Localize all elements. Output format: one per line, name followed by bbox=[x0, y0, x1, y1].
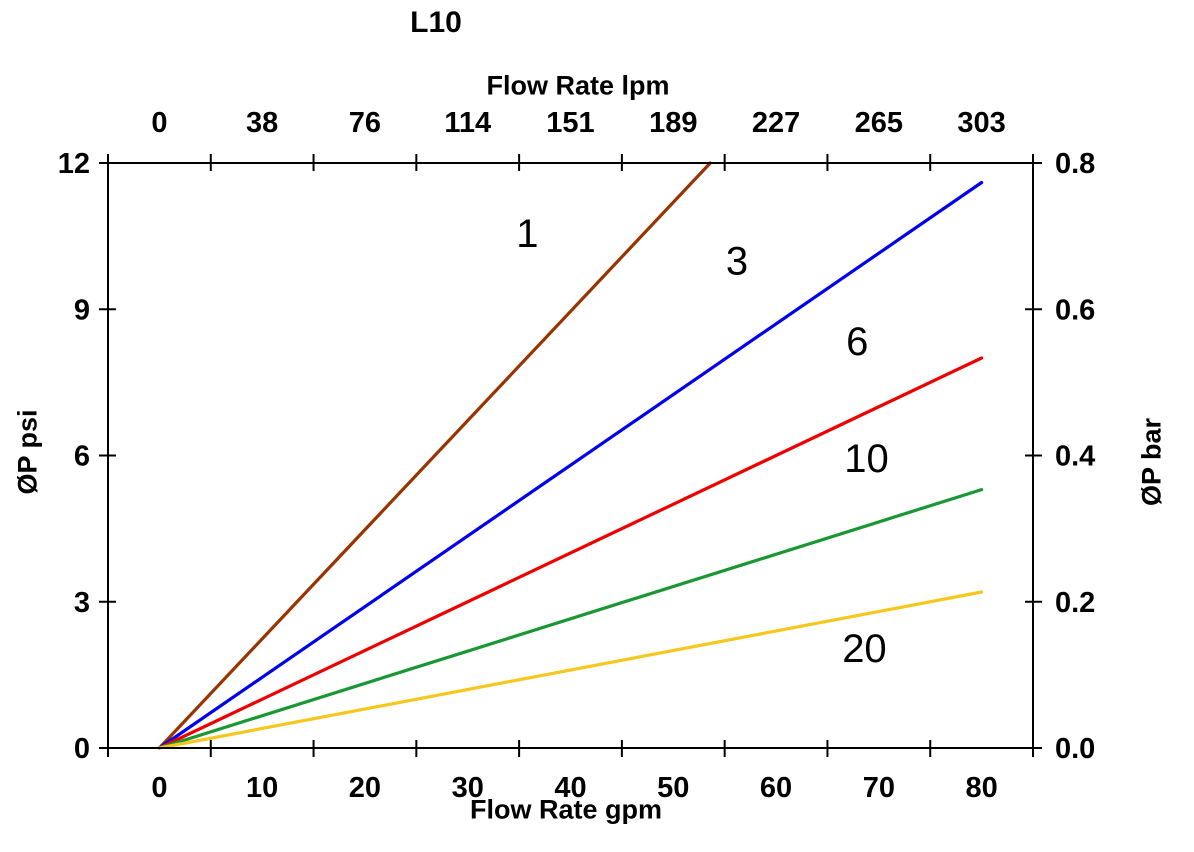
series-label-20: 20 bbox=[842, 627, 887, 671]
top-axis-tick-label: 0 bbox=[151, 107, 167, 139]
left-axis-title: ØP psi bbox=[12, 409, 43, 495]
left-axis-tick-label: 0 bbox=[74, 733, 90, 765]
series-line-10 bbox=[157, 488, 984, 750]
bottom-axis-tick-label: 0 bbox=[151, 772, 167, 804]
top-axis-tick-label: 265 bbox=[855, 107, 903, 139]
right-axis-tick-label: 0.0 bbox=[1055, 733, 1095, 765]
left-axis-tick-label: 6 bbox=[74, 441, 90, 473]
series-line-1 bbox=[157, 161, 712, 750]
top-axis-tick-label: 114 bbox=[444, 107, 491, 139]
top-axis-title: Flow Rate lpm bbox=[486, 70, 670, 101]
series-line-20 bbox=[157, 590, 984, 750]
left-axis-tick-label: 9 bbox=[74, 294, 90, 326]
bottom-axis-tick-label: 50 bbox=[657, 772, 689, 804]
right-axis-tick-label: 0.4 bbox=[1055, 441, 1095, 473]
series-label-10: 10 bbox=[844, 437, 889, 481]
top-axis-tick-label: 38 bbox=[246, 107, 278, 139]
top-axis-tick-label: 151 bbox=[546, 107, 594, 139]
top-axis-tick-label: 189 bbox=[649, 107, 697, 139]
bottom-axis-title: Flow Rate gpm bbox=[469, 794, 663, 825]
left-axis-tick-label: 12 bbox=[58, 148, 90, 180]
top-axis-tick-label: 227 bbox=[752, 107, 800, 139]
bottom-axis-tick-label: 40 bbox=[554, 772, 586, 804]
series-label-1: 1 bbox=[516, 212, 538, 256]
series-label-3: 3 bbox=[726, 240, 748, 284]
top-axis-tick-label: 303 bbox=[957, 107, 1005, 139]
series-label-6: 6 bbox=[846, 320, 868, 364]
left-axis-tick-label: 3 bbox=[74, 587, 90, 619]
top-axis-tick-label: 76 bbox=[349, 107, 381, 139]
bottom-axis-tick-label: 70 bbox=[863, 772, 895, 804]
chart-title: L10 bbox=[410, 6, 462, 39]
plot-frame bbox=[107, 162, 1034, 749]
bottom-axis-tick-label: 80 bbox=[965, 772, 997, 804]
bottom-axis-tick-label: 20 bbox=[349, 772, 381, 804]
right-axis-tick-label: 0.2 bbox=[1055, 587, 1095, 619]
right-axis-title: ØP bar bbox=[1136, 417, 1167, 507]
series-line-6 bbox=[157, 356, 984, 750]
right-axis-tick-label: 0.8 bbox=[1055, 148, 1095, 180]
right-axis-tick-label: 0.6 bbox=[1055, 294, 1095, 326]
series-line-3 bbox=[157, 180, 984, 750]
bottom-axis-tick-label: 10 bbox=[246, 772, 278, 804]
bottom-axis-tick-label: 30 bbox=[452, 772, 484, 804]
bottom-axis-tick-label: 60 bbox=[760, 772, 792, 804]
